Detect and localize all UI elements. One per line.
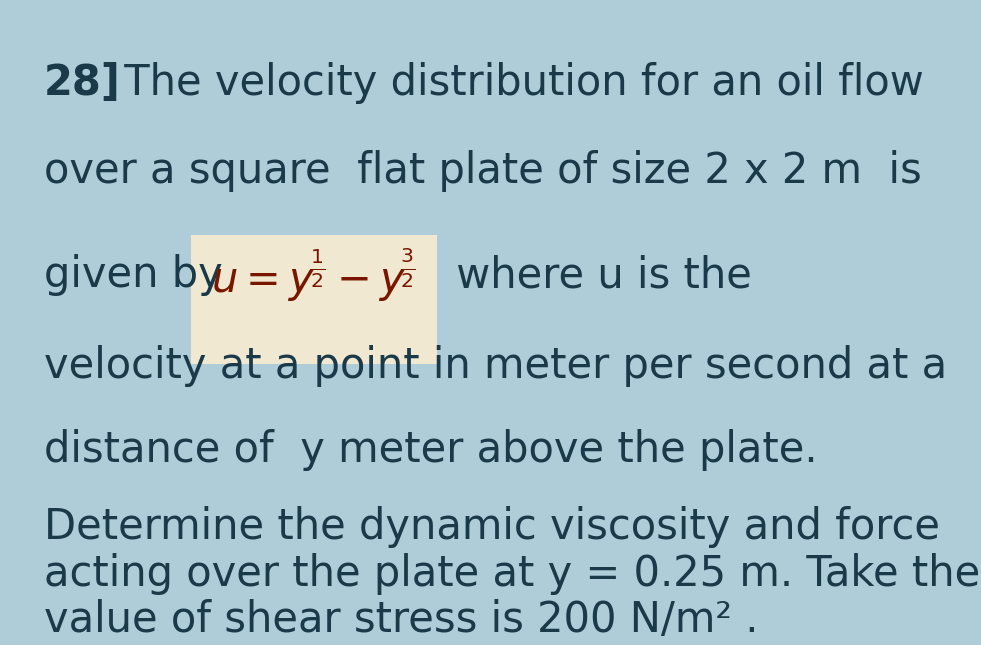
Text: given by: given by bbox=[44, 254, 236, 296]
Text: distance of  y meter above the plate.: distance of y meter above the plate. bbox=[44, 429, 818, 471]
Text: acting over the plate at y = 0.25 m. Take the: acting over the plate at y = 0.25 m. Tak… bbox=[44, 553, 980, 595]
Text: value of shear stress is 200 N/m² .: value of shear stress is 200 N/m² . bbox=[44, 599, 758, 641]
Text: where u is the: where u is the bbox=[443, 254, 752, 296]
Text: velocity at a point in meter per second at a: velocity at a point in meter per second … bbox=[44, 345, 948, 387]
Text: over a square  flat plate of size 2 x 2 m  is: over a square flat plate of size 2 x 2 m… bbox=[44, 150, 922, 192]
Text: 28]: 28] bbox=[44, 62, 121, 104]
Text: Determine the dynamic viscosity and force: Determine the dynamic viscosity and forc… bbox=[44, 506, 940, 548]
Text: $u = y^{\!\frac{1}{2}} - y^{\!\frac{3}{2}}$: $u = y^{\!\frac{1}{2}} - y^{\!\frac{3}{2… bbox=[212, 246, 416, 304]
Text: The velocity distribution for an oil flow: The velocity distribution for an oil flo… bbox=[111, 62, 923, 104]
FancyBboxPatch shape bbox=[191, 235, 437, 364]
